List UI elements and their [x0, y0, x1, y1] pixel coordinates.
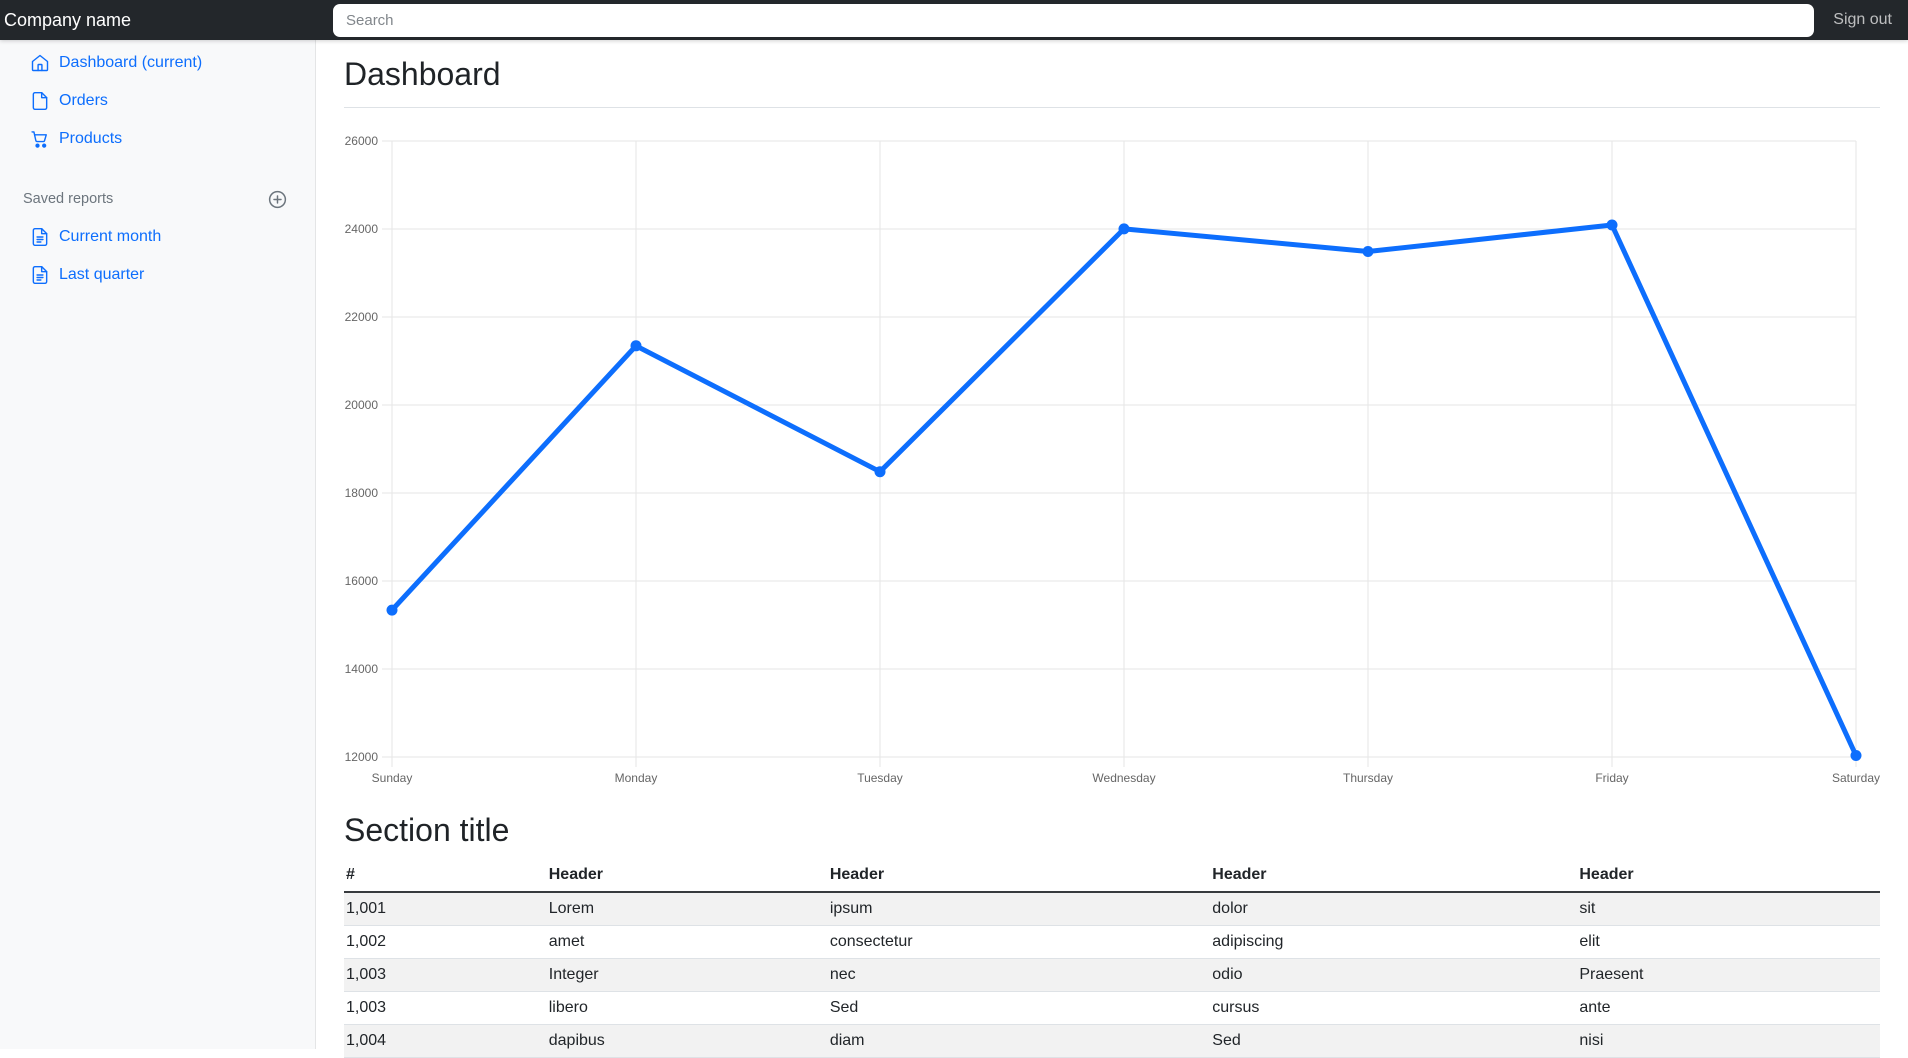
file-icon [30, 91, 50, 111]
table-cell: Sed [828, 992, 1210, 1025]
table-cell: 1,003 [344, 959, 547, 992]
table-cell: Lorem [547, 892, 828, 926]
sidebar-item-label: Current month [59, 228, 161, 246]
svg-text:Monday: Monday [615, 771, 658, 785]
sidebar-item-label: Last quarter [59, 266, 144, 284]
table-cell: libero [547, 992, 828, 1025]
svg-text:Thursday: Thursday [1343, 771, 1393, 785]
table-cell: adipiscing [1210, 926, 1577, 959]
table-cell: 1,004 [344, 1025, 547, 1058]
plus-circle-icon [267, 189, 288, 210]
table-header-cell: Header [828, 859, 1210, 892]
search-input[interactable] [333, 4, 1814, 37]
page-header: Dashboard [344, 54, 1880, 108]
sign-out-link[interactable]: Sign out [1814, 11, 1908, 29]
table-cell: Praesent [1577, 959, 1880, 992]
file-text-icon [30, 227, 50, 247]
sidebar: Dashboard (current) Orders Products Saved … [0, 40, 316, 1049]
table-cell: sit [1577, 892, 1880, 926]
table-cell: amet [547, 926, 828, 959]
table-cell: ante [1577, 992, 1880, 1025]
sidebar-item-orders[interactable]: Orders [0, 82, 316, 120]
main-content: Dashboard 12000 14000 16000 18000 20000 22000… [316, 0, 1908, 1058]
file-text-icon [30, 265, 50, 285]
cart-icon [30, 129, 50, 149]
svg-text:22000: 22000 [345, 310, 379, 324]
sidebar-nav: Dashboard (current) Orders Products [0, 40, 316, 158]
table-cell: elit [1577, 926, 1880, 959]
saved-reports-nav: Current month Last quarter [0, 214, 316, 294]
svg-text:Wednesday: Wednesday [1092, 771, 1155, 785]
svg-text:Sunday: Sunday [372, 771, 413, 785]
table-cell: Sed [1210, 1025, 1577, 1058]
table-cell: diam [828, 1025, 1210, 1058]
table-cell: cursus [1210, 992, 1577, 1025]
table-cell: Integer [547, 959, 828, 992]
sidebar-item-current-month[interactable]: Current month [0, 218, 316, 256]
svg-text:Friday: Friday [1595, 771, 1628, 785]
table-header-cell: Header [1210, 859, 1577, 892]
sidebar-list-item: Orders [0, 82, 316, 120]
table-header-cell: # [344, 859, 547, 892]
sidebar-list-item: Products [0, 120, 316, 158]
svg-text:14000: 14000 [345, 662, 379, 676]
saved-reports-label: Saved reports [23, 191, 113, 207]
sidebar-list-item: Current month [0, 218, 316, 256]
sidebar-item-label: Dashboard (current) [59, 54, 202, 72]
top-navbar: Company name Sign out [0, 0, 1908, 40]
add-report-button[interactable] [267, 189, 288, 210]
dashboard-line-chart: 12000 14000 16000 18000 20000 22000 24000 26000… [344, 121, 1880, 793]
table-cell: nec [828, 959, 1210, 992]
table-header-cell: Header [1577, 859, 1880, 892]
svg-text:12000: 12000 [345, 750, 379, 764]
line-chart-canvas: 12000 14000 16000 18000 20000 22000 24000 26000… [344, 121, 1880, 793]
sidebar-item-label: Orders [59, 92, 108, 110]
sidebar-list-item: Dashboard (current) [0, 44, 316, 82]
table-cell: consectetur [828, 926, 1210, 959]
sidebar-item-products[interactable]: Products [0, 120, 316, 158]
table-cell: 1,001 [344, 892, 547, 926]
sidebar-list-item: Last quarter [0, 256, 316, 294]
saved-reports-heading: Saved reports [0, 184, 316, 214]
sidebar-item-dashboard[interactable]: Dashboard (current) [0, 44, 316, 82]
svg-text:Saturday: Saturday [1832, 771, 1880, 785]
svg-text:24000: 24000 [345, 222, 379, 236]
table-cell: nisi [1577, 1025, 1880, 1058]
table-cell: 1,003 [344, 992, 547, 1025]
page-title: Dashboard [344, 54, 1880, 94]
table-header-cell: Header [547, 859, 828, 892]
table-cell: odio [1210, 959, 1577, 992]
house-icon [30, 53, 50, 73]
brand-link[interactable]: Company name [0, 10, 333, 31]
section-title: Section title [344, 811, 1880, 849]
svg-text:16000: 16000 [345, 574, 379, 588]
sidebar-item-label: Products [59, 130, 122, 148]
svg-text:26000: 26000 [345, 134, 379, 148]
table-cell: dapibus [547, 1025, 828, 1058]
svg-text:Tuesday: Tuesday [857, 771, 903, 785]
table-cell: dolor [1210, 892, 1577, 926]
table-cell: 1,002 [344, 926, 547, 959]
sidebar-item-last-quarter[interactable]: Last quarter [0, 256, 316, 294]
svg-text:20000: 20000 [345, 398, 379, 412]
svg-text:18000: 18000 [345, 486, 379, 500]
table-cell: ipsum [828, 892, 1210, 926]
